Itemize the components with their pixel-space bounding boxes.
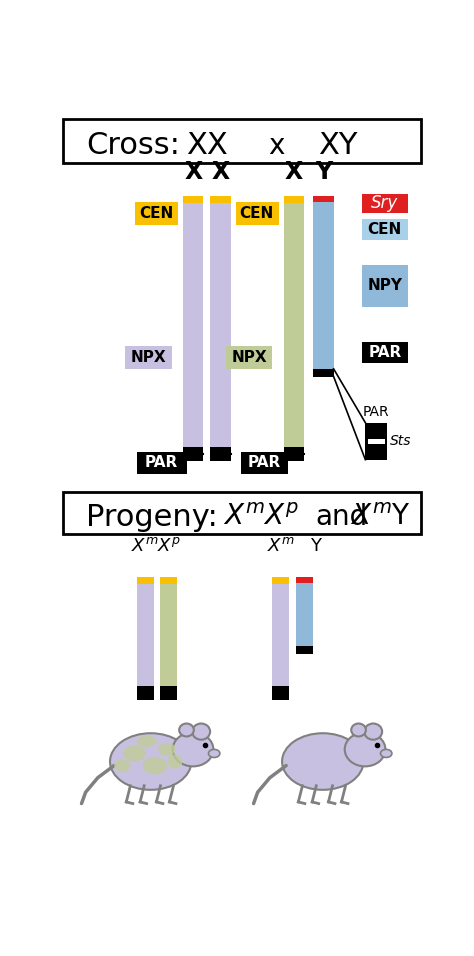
Ellipse shape	[110, 733, 191, 790]
Bar	[284, 196, 304, 204]
Text: Progeny:: Progeny:	[86, 503, 218, 532]
Text: Sts: Sts	[390, 434, 412, 448]
Bar	[273, 686, 290, 700]
Bar	[368, 439, 385, 444]
Bar	[160, 576, 177, 584]
Text: PAR: PAR	[248, 455, 281, 470]
Bar	[284, 196, 304, 461]
Text: $X^m$Y: $X^m$Y	[350, 504, 411, 532]
Bar	[313, 196, 334, 202]
Text: x: x	[268, 132, 284, 160]
Text: Y: Y	[310, 537, 321, 555]
Bar	[183, 196, 203, 204]
Text: Sry: Sry	[371, 194, 398, 212]
Text: PAR: PAR	[145, 455, 178, 470]
Text: X: X	[285, 160, 303, 184]
Ellipse shape	[143, 756, 167, 774]
Text: XX: XX	[186, 131, 228, 160]
Bar	[273, 576, 290, 700]
Text: $X^m$: $X^m$	[131, 537, 159, 555]
Text: CEN: CEN	[368, 222, 402, 237]
Bar	[273, 576, 290, 584]
Bar	[137, 576, 154, 700]
Bar	[236, 202, 279, 225]
Text: Cross:: Cross:	[86, 131, 180, 160]
Bar	[296, 646, 313, 654]
Text: X: X	[184, 160, 202, 184]
Ellipse shape	[123, 746, 146, 762]
Bar	[137, 452, 187, 473]
Bar	[183, 447, 203, 461]
Bar	[160, 576, 177, 700]
Ellipse shape	[364, 724, 382, 740]
Bar	[160, 686, 177, 700]
Bar	[362, 342, 408, 363]
Bar	[284, 447, 304, 461]
Ellipse shape	[351, 724, 366, 736]
Text: CEN: CEN	[139, 206, 173, 221]
Ellipse shape	[282, 733, 364, 790]
Bar	[313, 369, 334, 377]
Text: $X^m$$X^p$: $X^m$$X^p$	[222, 504, 299, 532]
Bar	[296, 576, 313, 583]
Text: XY: XY	[319, 131, 358, 160]
Text: NPX: NPX	[231, 350, 267, 365]
Bar	[210, 447, 230, 461]
Bar	[63, 492, 421, 534]
Bar	[362, 219, 408, 240]
Bar	[296, 576, 313, 654]
Ellipse shape	[381, 750, 392, 757]
Ellipse shape	[179, 724, 194, 736]
Bar	[210, 196, 230, 461]
Text: CEN: CEN	[240, 206, 274, 221]
Bar	[313, 196, 334, 377]
Bar	[137, 576, 154, 584]
Bar	[135, 202, 178, 225]
Text: and: and	[315, 504, 367, 532]
Bar	[362, 265, 408, 307]
Text: NPY: NPY	[367, 278, 402, 293]
Ellipse shape	[209, 750, 220, 757]
Ellipse shape	[173, 732, 213, 767]
Text: PAR: PAR	[363, 405, 390, 419]
Bar	[226, 346, 273, 369]
Ellipse shape	[345, 732, 385, 767]
Bar	[125, 346, 172, 369]
Text: $X^m$: $X^m$	[267, 537, 295, 555]
Bar	[365, 423, 387, 460]
Text: NPX: NPX	[130, 350, 166, 365]
Ellipse shape	[114, 759, 130, 771]
Bar	[362, 194, 408, 212]
Ellipse shape	[158, 743, 176, 756]
Ellipse shape	[192, 724, 210, 740]
Bar	[137, 686, 154, 700]
Bar	[183, 196, 203, 461]
Text: $X^p$: $X^p$	[156, 537, 181, 555]
Bar	[63, 119, 421, 163]
Text: X: X	[211, 160, 229, 184]
Bar	[210, 196, 230, 204]
Ellipse shape	[137, 736, 157, 747]
Text: Y: Y	[315, 160, 332, 184]
Text: PAR: PAR	[368, 345, 401, 360]
Ellipse shape	[168, 754, 182, 769]
Bar	[241, 452, 288, 473]
